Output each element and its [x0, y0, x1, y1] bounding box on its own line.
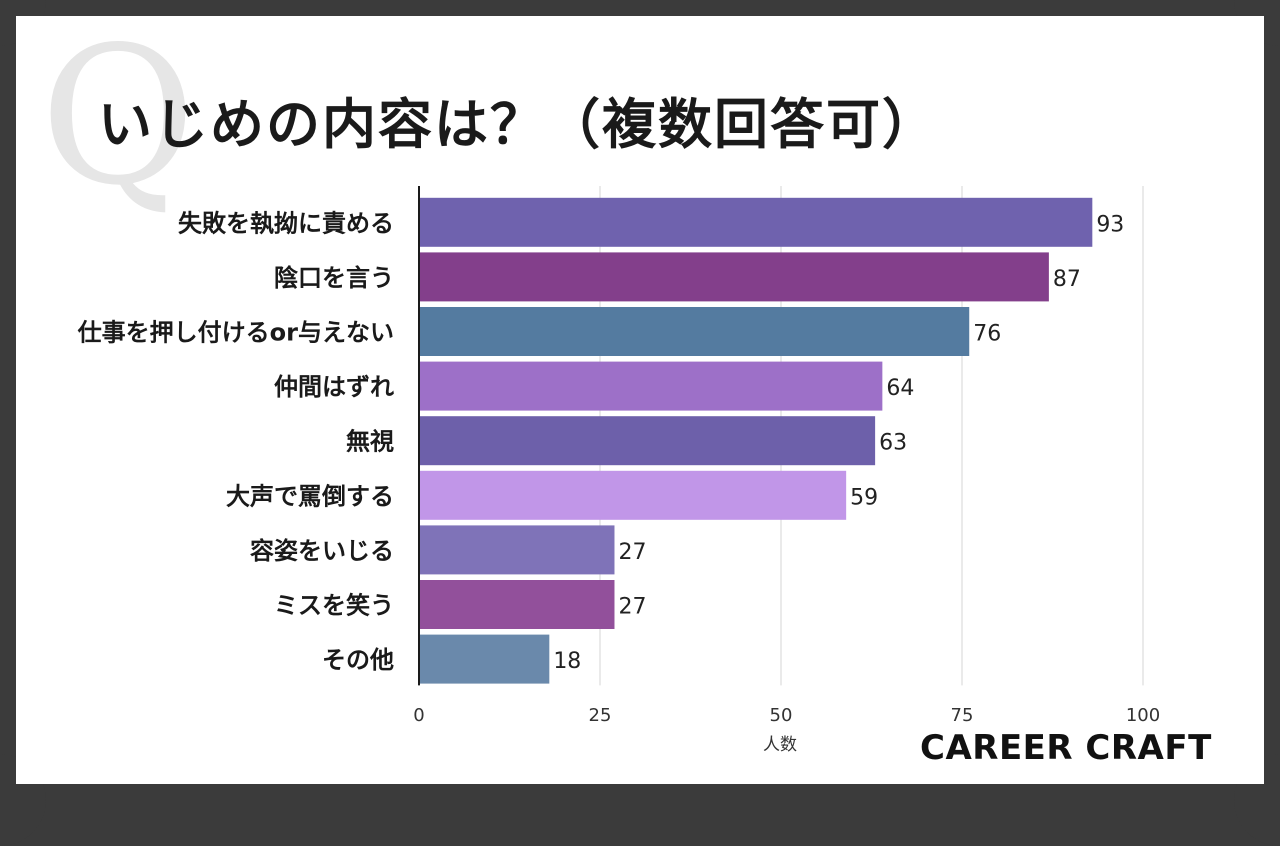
value-label-1: 93 — [1096, 212, 1124, 237]
value-label-9: 18 — [553, 649, 581, 674]
bar-chart: 0 25 50 75 100 失敗を執拗に責める 93 陰口を言う 87 仕事を押し付けるor与え… — [0, 0, 1280, 800]
value-label-5: 63 — [879, 431, 907, 456]
bar-2 — [419, 252, 1049, 301]
value-label-6: 59 — [850, 485, 878, 510]
category-label-3: 仕事を押し付けるor与えない — [77, 319, 394, 347]
bar-3 — [419, 307, 969, 356]
bar-6 — [419, 471, 846, 520]
value-label-8: 27 — [618, 595, 646, 620]
x-tick-label-50: 50 — [770, 705, 793, 726]
category-label-8: ミスを笑う — [274, 592, 394, 620]
x-tick-label-0: 0 — [413, 705, 424, 726]
x-tick-label-25: 25 — [589, 705, 612, 726]
category-label-6: 大声で罵倒する — [226, 482, 394, 510]
category-label-9: その他 — [322, 646, 394, 674]
category-label-4: 仲間はずれ — [274, 373, 394, 401]
x-tick-label-100: 100 — [1126, 705, 1160, 726]
bar-1 — [419, 198, 1092, 247]
category-label-5: 無視 — [346, 428, 394, 456]
value-label-2: 87 — [1053, 267, 1081, 292]
bar-8 — [419, 580, 614, 629]
category-label-2: 陰口を言う — [274, 264, 394, 292]
value-label-3: 76 — [973, 322, 1001, 347]
bar-9 — [419, 635, 549, 684]
category-label-1: 失敗を執拗に責める — [178, 209, 394, 237]
bar-4 — [419, 362, 882, 411]
category-label-7: 容姿をいじる — [250, 537, 394, 565]
value-label-4: 64 — [886, 376, 914, 401]
value-label-7: 27 — [618, 540, 646, 565]
career-craft-logo: CAREER CRAFT — [920, 728, 1212, 768]
bar-5 — [419, 416, 875, 465]
x-axis-label: 人数 — [763, 735, 797, 755]
x-tick-label-75: 75 — [951, 705, 974, 726]
bar-7 — [419, 525, 614, 574]
